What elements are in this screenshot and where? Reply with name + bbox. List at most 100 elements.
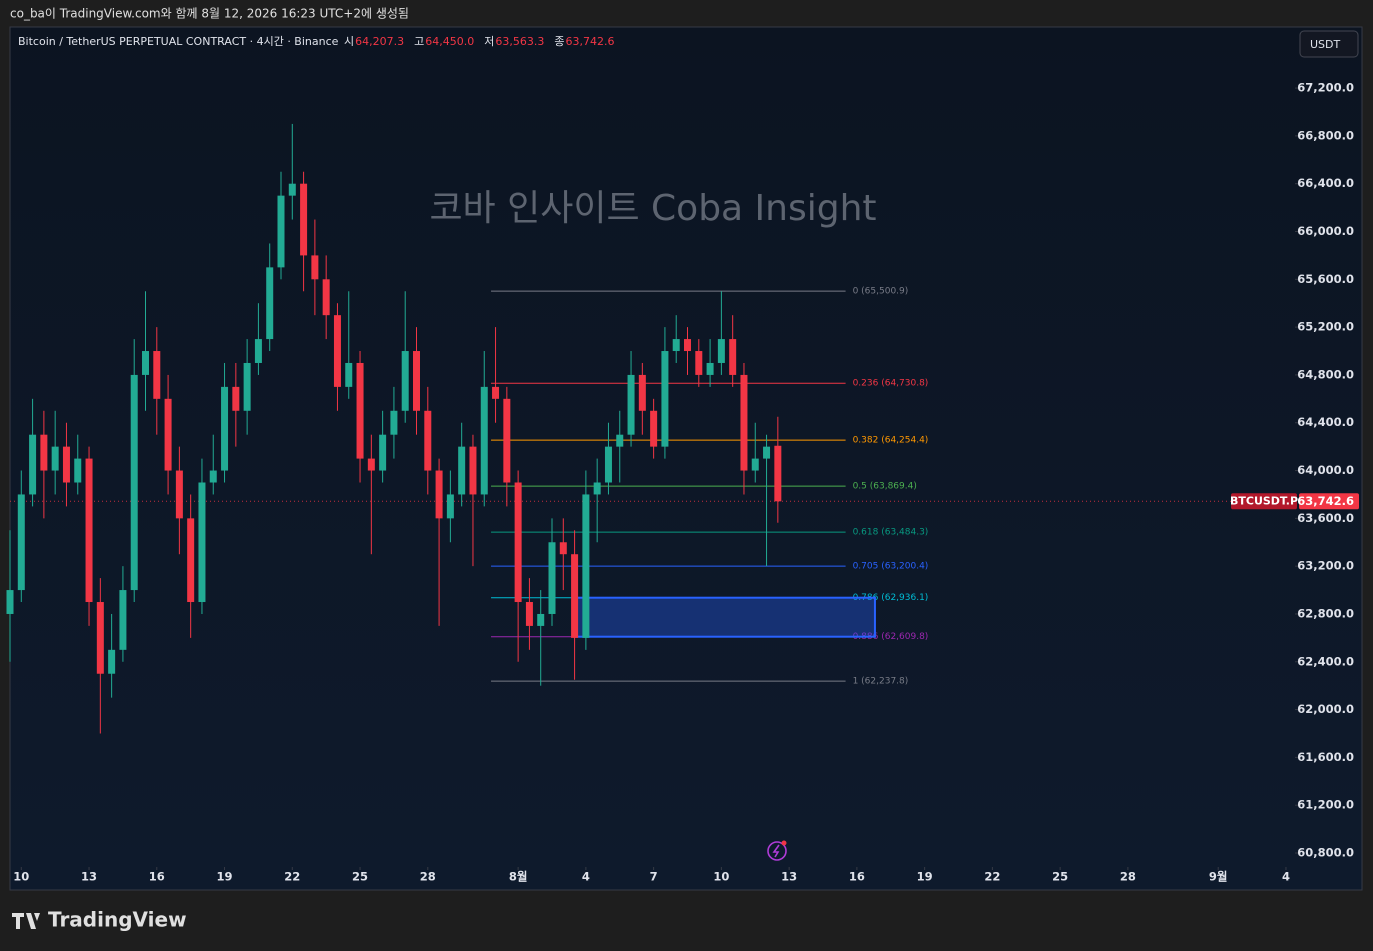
candle-body	[571, 554, 579, 638]
candle-body	[221, 386, 229, 471]
y-tick-label: 63,600.0	[1297, 511, 1354, 525]
logo-mark	[12, 913, 40, 929]
x-tick-label: 22	[284, 870, 300, 884]
candle-body	[277, 195, 285, 268]
candle-body	[537, 613, 545, 626]
symbol-tag	[1231, 493, 1297, 510]
candle-body	[480, 386, 488, 495]
x-tick-label: 25	[1052, 870, 1068, 884]
candle-body	[74, 458, 82, 483]
currency-button[interactable]	[1299, 30, 1359, 58]
x-tick-label: 28	[420, 870, 436, 884]
candle-body	[243, 362, 251, 411]
y-tick-label: 61,200.0	[1297, 798, 1354, 812]
alert-bolt	[772, 844, 780, 858]
candle-body	[684, 339, 692, 352]
ohlc-label: 시	[344, 35, 354, 48]
watermark: 코바 인사이트 Coba Insight	[429, 188, 876, 229]
candle-body	[514, 482, 522, 603]
top-caption: co_ba이 TradingView.com와 함께 8월 12, 2026 1…	[10, 7, 409, 21]
currency-label[interactable]: USDT	[1310, 38, 1341, 51]
y-tick-label: 60,800.0	[1297, 846, 1354, 860]
candle-body	[153, 351, 161, 399]
candle-body	[288, 183, 296, 196]
ohlc-label: 고	[414, 35, 424, 48]
candle-body	[627, 374, 635, 435]
candle-body	[175, 470, 183, 519]
candle-body	[17, 494, 25, 591]
candle-body	[593, 482, 601, 495]
candle-body	[638, 374, 646, 411]
candle-body	[706, 362, 714, 375]
fib-label: 0.705 (63,200.4)	[853, 562, 929, 572]
candle-body	[142, 351, 150, 375]
alert-dot	[781, 840, 787, 846]
y-tick-label: 64,400.0	[1297, 415, 1354, 429]
candle-body	[85, 458, 93, 603]
candle-body	[525, 602, 533, 626]
candle-body	[740, 374, 748, 471]
candle-body	[559, 542, 567, 555]
candle-body	[209, 470, 217, 483]
fib-label: 0.618 (63,484.3)	[853, 528, 929, 538]
candle-body	[29, 434, 37, 495]
candle-body	[367, 458, 375, 471]
y-tick-label: 65,600.0	[1297, 272, 1354, 286]
y-tick-label: 65,200.0	[1297, 320, 1354, 334]
candle-body	[266, 267, 274, 340]
fib-label: 0.236 (64,730.8)	[853, 379, 929, 389]
x-tick-label: 13	[781, 870, 797, 884]
candle-body	[729, 339, 737, 375]
y-tick-label: 61,600.0	[1297, 750, 1354, 764]
fib-label: 0.5 (63,869.4)	[853, 482, 917, 492]
candle-body	[379, 434, 387, 471]
y-tick-label: 64,000.0	[1297, 463, 1354, 477]
x-tick-label: 25	[352, 870, 368, 884]
ohlc-label: 저	[484, 35, 494, 48]
x-tick-label: 10	[13, 870, 29, 884]
y-tick-label: 62,800.0	[1297, 606, 1354, 620]
y-tick-label: 66,800.0	[1297, 128, 1354, 142]
fib-label: 1 (62,237.8)	[853, 677, 909, 687]
candle-body	[616, 434, 624, 447]
candle-body	[96, 602, 104, 674]
alert-icon[interactable]	[767, 840, 787, 861]
fib-label: 0.886 (62,609.8)	[853, 632, 929, 642]
candle-body	[446, 494, 454, 519]
y-tick-label: 66,000.0	[1297, 224, 1354, 238]
candle-body	[232, 386, 240, 411]
candle-body	[458, 446, 466, 495]
candle-body	[198, 482, 206, 603]
x-tick-label: 16	[149, 870, 165, 884]
x-tick-label: 16	[849, 870, 865, 884]
candle-body	[51, 446, 59, 471]
y-tick-label: 67,200.0	[1297, 81, 1354, 95]
candle-body	[6, 590, 14, 614]
brand-logo	[12, 913, 40, 929]
candle-body	[401, 351, 409, 411]
candle-body	[604, 446, 612, 483]
candle-body	[356, 362, 364, 459]
ohlc-value: 63,742.6	[565, 35, 614, 48]
x-tick-label: 19	[917, 870, 933, 884]
candle-body	[322, 279, 330, 316]
x-tick-label: 22	[984, 870, 1000, 884]
candle-body	[661, 351, 669, 447]
candle-body	[62, 446, 70, 483]
candle-body	[650, 410, 658, 447]
y-tick-label: 62,400.0	[1297, 654, 1354, 668]
candle-body	[345, 362, 353, 387]
price-tag	[1299, 493, 1359, 510]
brand: TradingView	[48, 908, 187, 932]
symbol-label: BTCUSDT.P	[1230, 494, 1298, 507]
chart-title: Bitcoin / TetherUS PERPETUAL CONTRACT · …	[18, 35, 339, 48]
chart-frame	[9, 26, 1363, 891]
candle-body	[254, 339, 262, 363]
ohlc-value: 63,563.3	[495, 35, 544, 48]
candle-body	[435, 470, 443, 519]
x-tick-label: 10	[713, 870, 729, 884]
ohlc-value: 64,450.0	[425, 35, 474, 48]
fib-label: 0.382 (64,254.4)	[853, 436, 929, 446]
ohlc-header: 시 64,207.3 고 64,450.0 저 63,563.3 종 63,742.6	[344, 35, 614, 48]
